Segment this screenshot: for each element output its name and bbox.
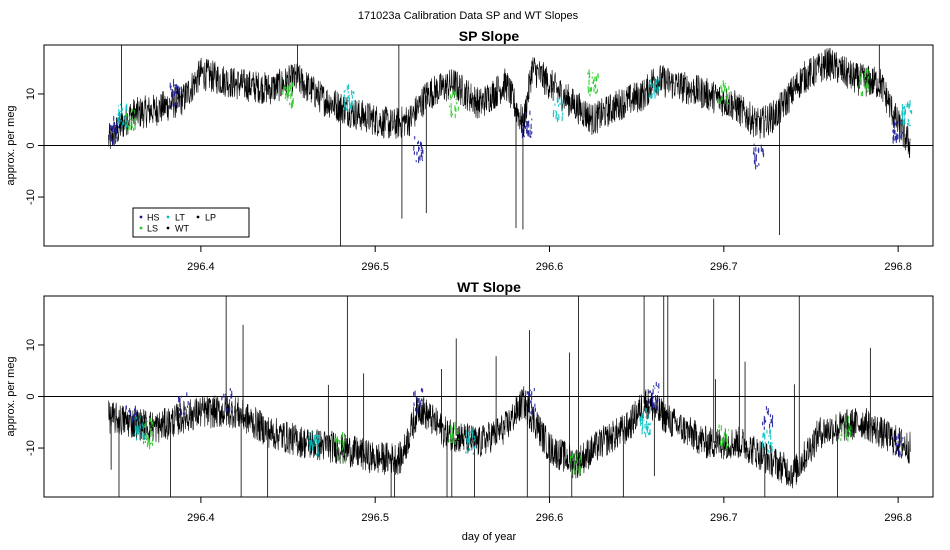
wt-ytick-label: 10 (25, 339, 37, 351)
wt-slope-panel: WT Slope 296.4 296.5 296.6 296.7 296.8 -10 0 10… (5, 279, 934, 524)
legend-label-ls: LS (147, 224, 158, 234)
wt-series-lt (134, 408, 774, 457)
wt-data-clip (44, 296, 933, 497)
wt-axes-layer: 296.4 296.5 296.6 296.7 296.8 -10 0 10 (25, 339, 912, 524)
figure-suptitle: 171023a Calibration Data SP and WT Slope… (358, 10, 579, 22)
sp-chart-title: SP Slope (459, 28, 520, 44)
wt-xtick-label: 296.7 (710, 512, 738, 524)
wt-xtick-label: 296.4 (187, 512, 215, 524)
sp-xtick-label: 296.8 (884, 261, 912, 273)
wt-ylabel: approx. per meg (5, 356, 17, 436)
legend-marker-lp (196, 215, 200, 219)
sp-data-clip (44, 45, 933, 246)
wt-chart-title: WT Slope (457, 279, 521, 295)
sp-data-layer (44, 45, 933, 246)
wt-ytick-label: 0 (25, 393, 37, 399)
wt-xtick-label: 296.8 (884, 512, 912, 524)
legend-marker-lt (166, 215, 170, 219)
sp-ytick-label: -10 (25, 189, 37, 205)
wt-xtick-label: 296.6 (536, 512, 564, 524)
sp-ytick-label: 10 (25, 88, 37, 100)
legend-marker-ls (139, 226, 143, 230)
sp-xtick-label: 296.4 (187, 261, 215, 273)
sp-xtick-label: 296.6 (536, 261, 564, 273)
wt-series-ls (142, 415, 852, 477)
legend-label-hs: HS (147, 213, 160, 223)
wt-series-hs (125, 381, 904, 459)
sp-axes-layer: 296.4 296.5 296.6 296.7 296.8 -10 0 10 (25, 88, 912, 273)
legend-label-lp: LP (205, 213, 216, 223)
legend-label-wt: WT (175, 224, 189, 234)
figure-xlabel: day of year (462, 531, 517, 543)
legend-label-lt: LT (175, 213, 185, 223)
wt-series-wt (108, 386, 911, 489)
wt-ytick-label: -10 (25, 440, 37, 456)
legend-marker-hs (139, 215, 143, 219)
wt-xtick-label: 296.5 (361, 512, 389, 524)
wt-data-layer (44, 296, 933, 497)
sp-slope-panel: SP Slope 296.4 296.5 296.6 296.7 296.8 -10 0 10… (5, 28, 934, 273)
sp-ylabel: approx. per meg (5, 105, 17, 185)
legend-box (132, 207, 250, 238)
sp-series-lt (117, 77, 913, 128)
sp-xtick-label: 296.7 (710, 261, 738, 273)
sp-xtick-label: 296.5 (361, 261, 389, 273)
legend: HS LT LP LS WT (132, 207, 250, 238)
sp-series-ls (125, 68, 869, 133)
sp-series-wt (108, 47, 911, 159)
legend-marker-wt (166, 226, 170, 230)
sp-ytick-label: 0 (25, 142, 37, 148)
